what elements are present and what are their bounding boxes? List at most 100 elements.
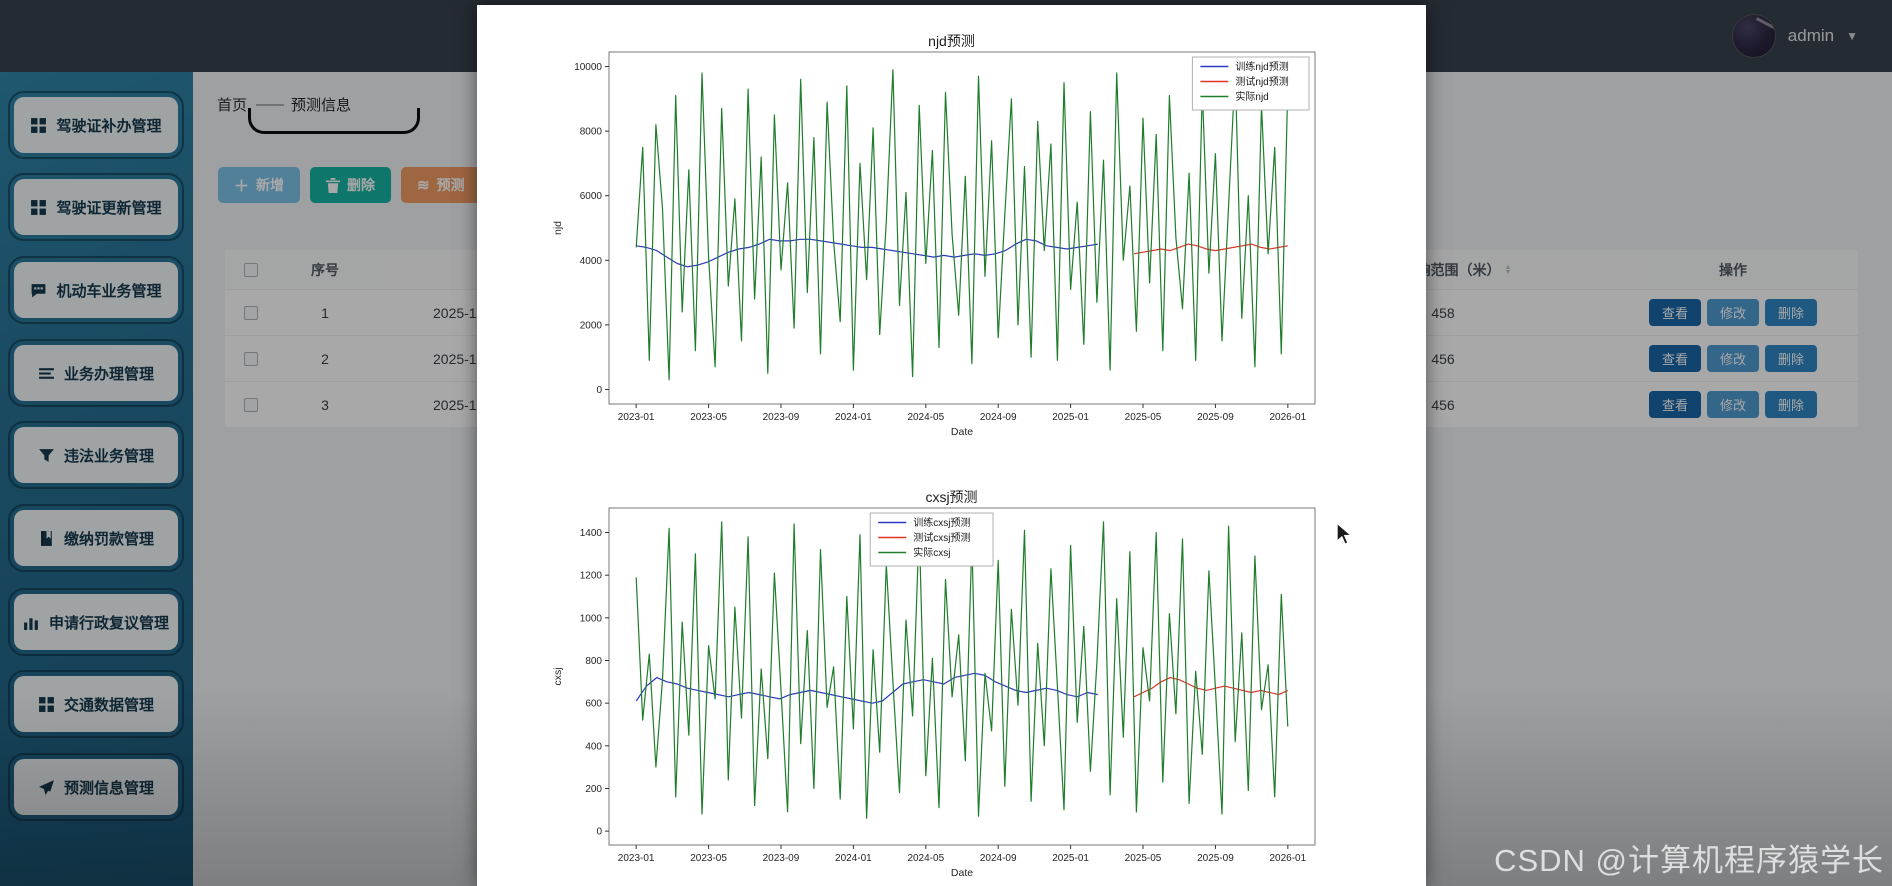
- svg-text:800: 800: [585, 656, 602, 667]
- list-icon: [39, 367, 54, 379]
- svg-text:实际cxsj: 实际cxsj: [913, 546, 950, 559]
- svg-text:2026-01: 2026-01: [1269, 853, 1306, 864]
- sidebar-item-administrative-review[interactable]: 申请行政复议管理: [8, 588, 184, 656]
- column-index: 序号: [277, 260, 373, 280]
- column-actions: 操作: [1608, 260, 1858, 280]
- sidebar-item-label: 预测信息管理: [64, 777, 154, 798]
- username: admin: [1788, 26, 1834, 46]
- svg-text:2023-09: 2023-09: [763, 412, 800, 423]
- svg-text:600: 600: [585, 699, 602, 710]
- row-delete-button[interactable]: 删除: [1765, 345, 1817, 372]
- breadcrumb-highlight-outline: [248, 108, 420, 134]
- predict-button[interactable]: ≋ 预测: [401, 167, 481, 203]
- svg-text:4000: 4000: [580, 256, 603, 267]
- edit-button[interactable]: 修改: [1707, 299, 1759, 326]
- sidebar-item-label: 缴纳罚款管理: [64, 528, 154, 549]
- grid-icon: [39, 696, 54, 712]
- svg-text:2023-05: 2023-05: [690, 412, 727, 423]
- svg-text:2023-01: 2023-01: [618, 853, 655, 864]
- row-checkbox[interactable]: [244, 351, 258, 366]
- view-button[interactable]: 查看: [1649, 345, 1701, 372]
- layers-icon: ≋: [417, 176, 430, 194]
- sidebar-item-label: 业务办理管理: [64, 363, 154, 384]
- svg-text:njd: njd: [552, 221, 564, 235]
- plus-icon: ＋: [234, 175, 249, 196]
- select-all-checkbox[interactable]: [244, 262, 258, 277]
- svg-text:200: 200: [585, 784, 602, 795]
- svg-text:2024-09: 2024-09: [980, 412, 1017, 423]
- svg-text:测试cxsj预测: 测试cxsj预测: [913, 531, 970, 544]
- user-menu[interactable]: admin ▼: [1731, 12, 1858, 60]
- delete-button-label: 删除: [347, 175, 375, 195]
- svg-text:2024-01: 2024-01: [835, 853, 872, 864]
- svg-text:2024-05: 2024-05: [907, 853, 944, 864]
- caret-down-icon: ▼: [1846, 29, 1858, 43]
- sidebar-item-license-renew[interactable]: 驾驶证更新管理: [8, 173, 184, 241]
- sidebar-item-forecast-management[interactable]: 预测信息管理: [8, 753, 184, 821]
- svg-text:2025-01: 2025-01: [1052, 412, 1089, 423]
- breadcrumb-home[interactable]: 首页: [217, 94, 247, 115]
- delete-button[interactable]: 删除: [310, 167, 392, 203]
- sidebar-item-business-handling[interactable]: 业务办理管理: [8, 339, 184, 407]
- sidebar-item-fine-payment[interactable]: 缴纳罚款管理: [8, 504, 184, 572]
- sidebar-item-label: 申请行政复议管理: [49, 612, 169, 633]
- row-checkbox[interactable]: [244, 305, 258, 320]
- send-icon: [39, 779, 54, 795]
- add-button[interactable]: ＋ 新增: [218, 167, 301, 203]
- sidebar-item-label: 驾驶证补办管理: [56, 115, 161, 136]
- svg-text:1000: 1000: [580, 613, 603, 624]
- svg-text:2023-05: 2023-05: [690, 853, 727, 864]
- sidebar-item-violation-business[interactable]: 违法业务管理: [8, 421, 184, 489]
- sort-icon[interactable]: ▲▼: [1505, 264, 1512, 276]
- sidebar-item-label: 交通数据管理: [64, 694, 154, 715]
- predict-button-label: 预测: [437, 175, 465, 195]
- svg-text:2024-05: 2024-05: [907, 412, 944, 423]
- svg-text:6000: 6000: [580, 191, 603, 202]
- watermark: CSDN @计算机程序猿学长: [1494, 843, 1884, 878]
- sidebar-item-vehicle-business[interactable]: 机动车业务管理: [8, 256, 184, 324]
- avatar[interactable]: [1731, 14, 1776, 58]
- breadcrumb-current: 预测信息: [291, 94, 351, 115]
- svg-text:2023-01: 2023-01: [618, 412, 655, 423]
- svg-text:实际njd: 实际njd: [1235, 90, 1268, 103]
- view-button[interactable]: 查看: [1649, 299, 1701, 326]
- svg-text:1200: 1200: [580, 571, 603, 582]
- sidebar: 驾驶证补办管理 驾驶证更新管理 机动车业务管理 业务办理管理 违法业务管理 缴纳…: [0, 72, 193, 886]
- row-delete-button[interactable]: 删除: [1765, 299, 1817, 326]
- svg-text:2000: 2000: [580, 320, 603, 331]
- cell-index: 3: [277, 397, 373, 413]
- grid-icon: [31, 199, 47, 215]
- cell-impact-range: 456: [1278, 397, 1608, 413]
- bar-chart-icon: [24, 617, 38, 630]
- sidebar-item-license-reissue[interactable]: 驾驶证补办管理: [8, 91, 184, 159]
- svg-text:cxsj: cxsj: [552, 667, 564, 685]
- svg-text:1400: 1400: [580, 528, 603, 539]
- svg-text:2024-09: 2024-09: [980, 853, 1017, 864]
- row-checkbox[interactable]: [244, 397, 258, 412]
- svg-text:2025-05: 2025-05: [1125, 853, 1162, 864]
- svg-text:10000: 10000: [574, 62, 602, 73]
- svg-text:2026-01: 2026-01: [1269, 412, 1306, 423]
- svg-text:400: 400: [585, 741, 602, 752]
- svg-text:Date: Date: [951, 426, 973, 438]
- forecast-chart-modal: njd预测 0 2000 4000 6000 8000 10000 2023-01 2023-…: [477, 5, 1426, 886]
- cell-impact-range: 458: [1278, 305, 1608, 321]
- svg-text:2025-05: 2025-05: [1125, 412, 1162, 423]
- view-button[interactable]: 查看: [1649, 391, 1701, 418]
- sidebar-item-label: 违法业务管理: [64, 445, 154, 466]
- cxsj-forecast-chart: 0 200 400 600 800 1000 1200 1400 2023-01 2023-05 2…: [552, 507, 1316, 879]
- edit-button[interactable]: 修改: [1707, 345, 1759, 372]
- comment-icon: [32, 283, 46, 297]
- edit-button[interactable]: 修改: [1707, 391, 1759, 418]
- svg-text:2025-01: 2025-01: [1052, 853, 1089, 864]
- row-delete-button[interactable]: 删除: [1765, 391, 1817, 418]
- chart-title-njd: njd预测: [928, 33, 975, 49]
- svg-text:2025-09: 2025-09: [1197, 412, 1234, 423]
- svg-text:Date: Date: [951, 867, 973, 879]
- svg-text:训练cxsj预测: 训练cxsj预测: [913, 516, 970, 529]
- sidebar-item-traffic-data[interactable]: 交通数据管理: [8, 670, 184, 738]
- filter-icon: [39, 448, 54, 462]
- sidebar-item-label: 机动车业务管理: [56, 280, 161, 301]
- cell-index: 2: [277, 351, 373, 367]
